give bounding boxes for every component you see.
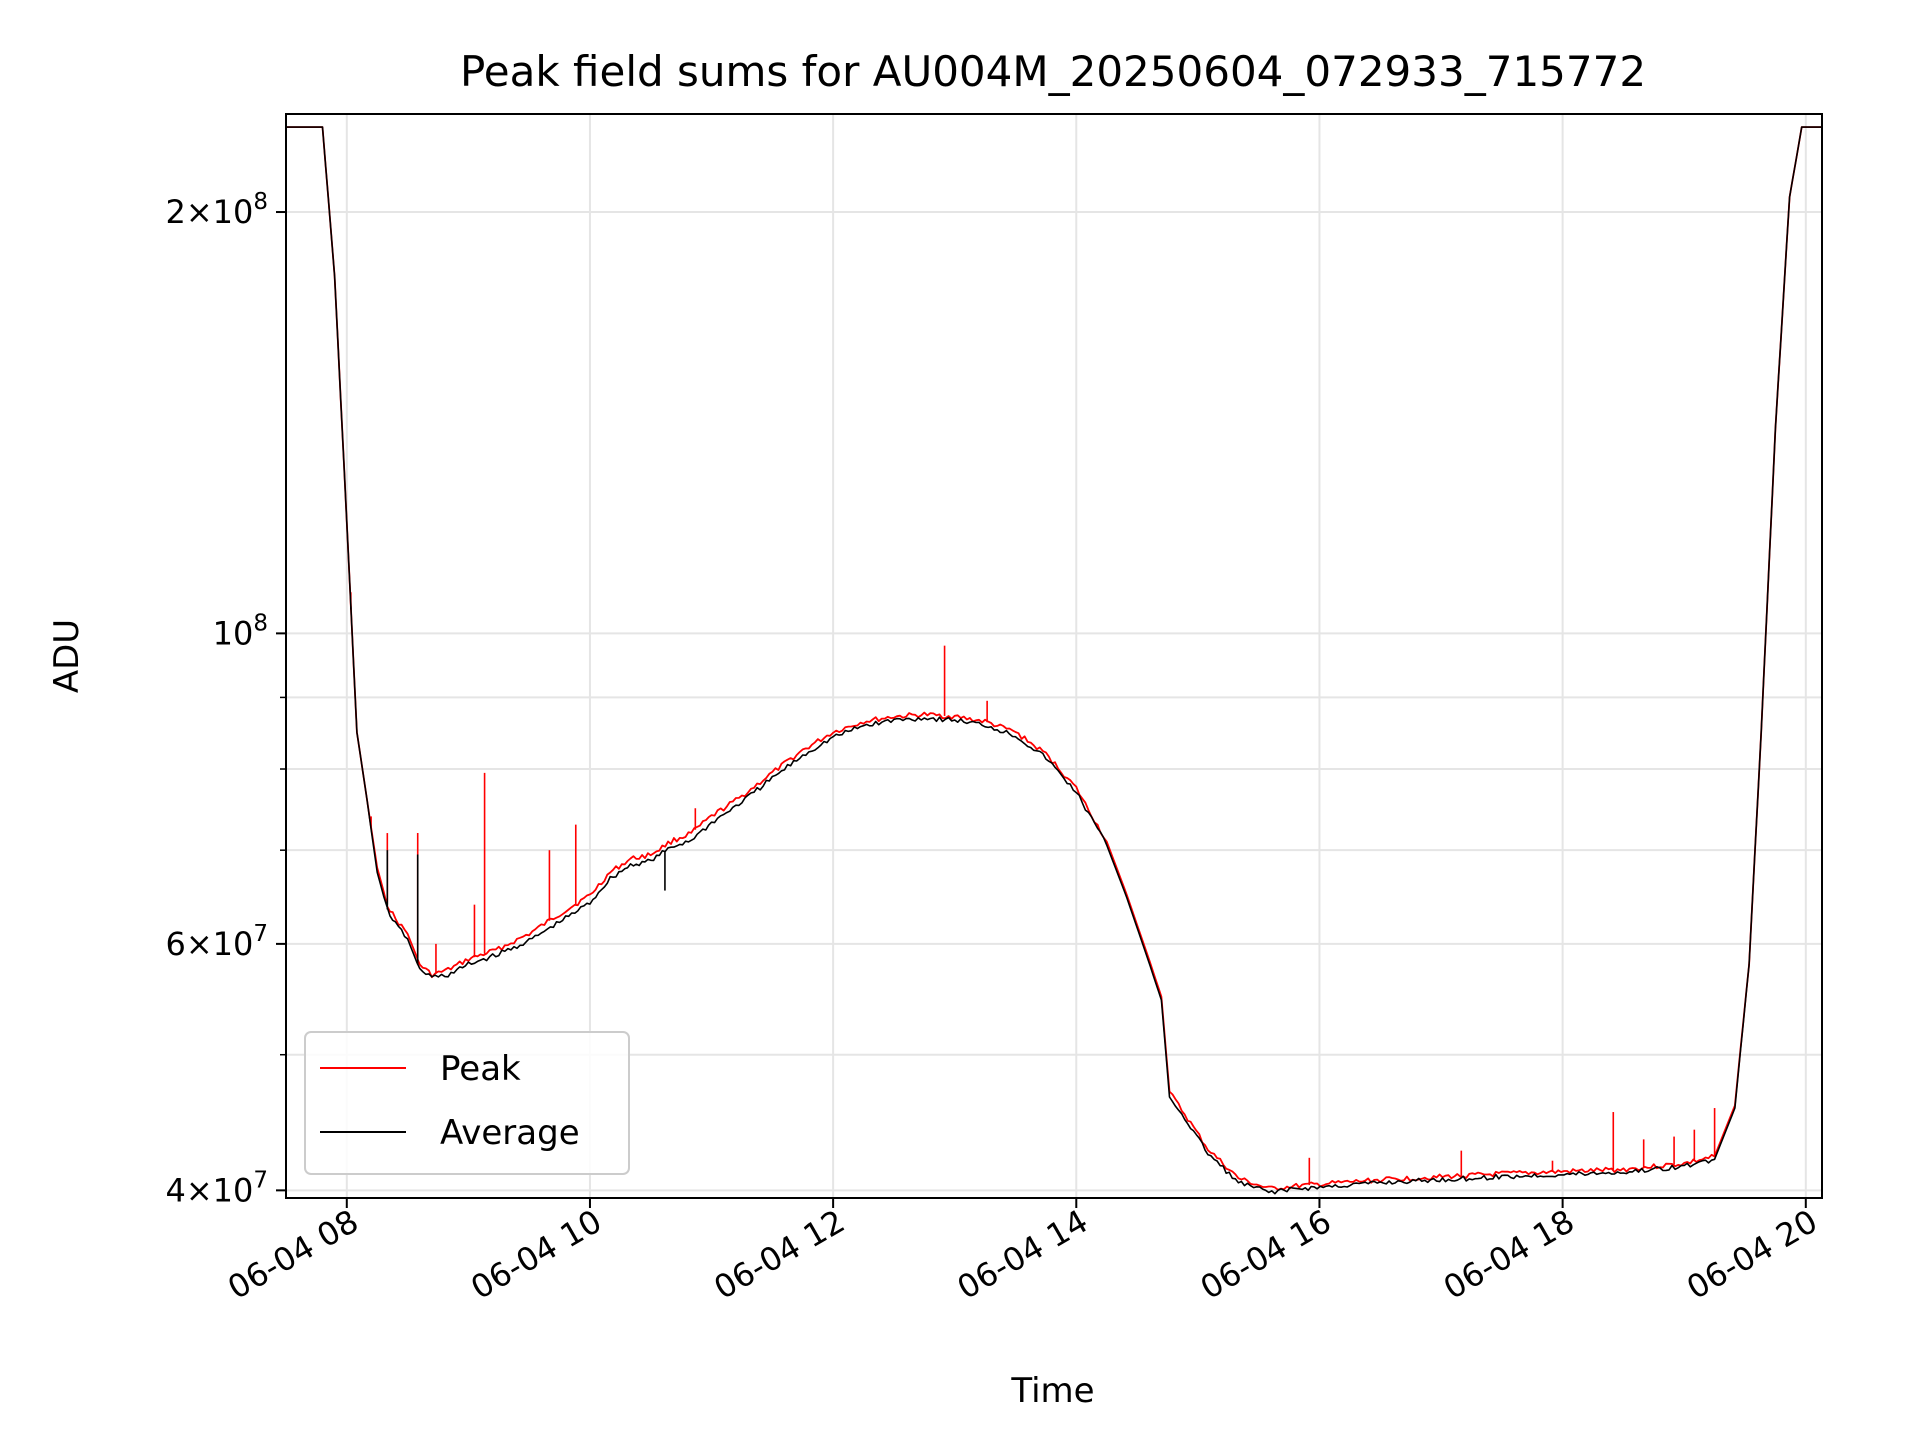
y-axis-label: ADU — [47, 619, 87, 693]
legend-label-average: Average — [440, 1113, 580, 1153]
legend: Peak Average — [304, 1031, 630, 1175]
plot-area — [286, 126, 1822, 1195]
y-axis: 2×108 108 6×107 4×107 — [165, 189, 286, 1209]
x-tick-label: 06-04 10 — [464, 1202, 608, 1307]
x-tick-label: 06-04 14 — [951, 1202, 1095, 1307]
y-tick-label: 2×108 — [165, 189, 268, 231]
x-tick-label: 06-04 20 — [1680, 1202, 1824, 1307]
x-tick-label: 06-04 16 — [1194, 1202, 1338, 1307]
legend-label-peak: Peak — [440, 1049, 521, 1089]
y-tick-label: 108 — [213, 610, 268, 652]
y-tick-label: 4×107 — [165, 1167, 268, 1209]
x-tick-label: 06-04 18 — [1437, 1202, 1581, 1307]
y-tick-label: 6×107 — [165, 921, 268, 963]
axes-frame — [285, 113, 1823, 1199]
x-tick-label: 06-04 12 — [708, 1202, 852, 1307]
x-axis: 06-04 08 06-04 10 06-04 12 06-04 14 06-04 16… — [221, 1198, 1824, 1307]
series-line-peak — [286, 126, 1822, 1191]
x-tick-label: 06-04 08 — [221, 1202, 365, 1307]
x-axis-label: Time — [1010, 1371, 1094, 1411]
series-line-average — [286, 126, 1822, 1195]
chart-title: Peak field sums for AU004M_20250604_0729… — [460, 47, 1646, 96]
